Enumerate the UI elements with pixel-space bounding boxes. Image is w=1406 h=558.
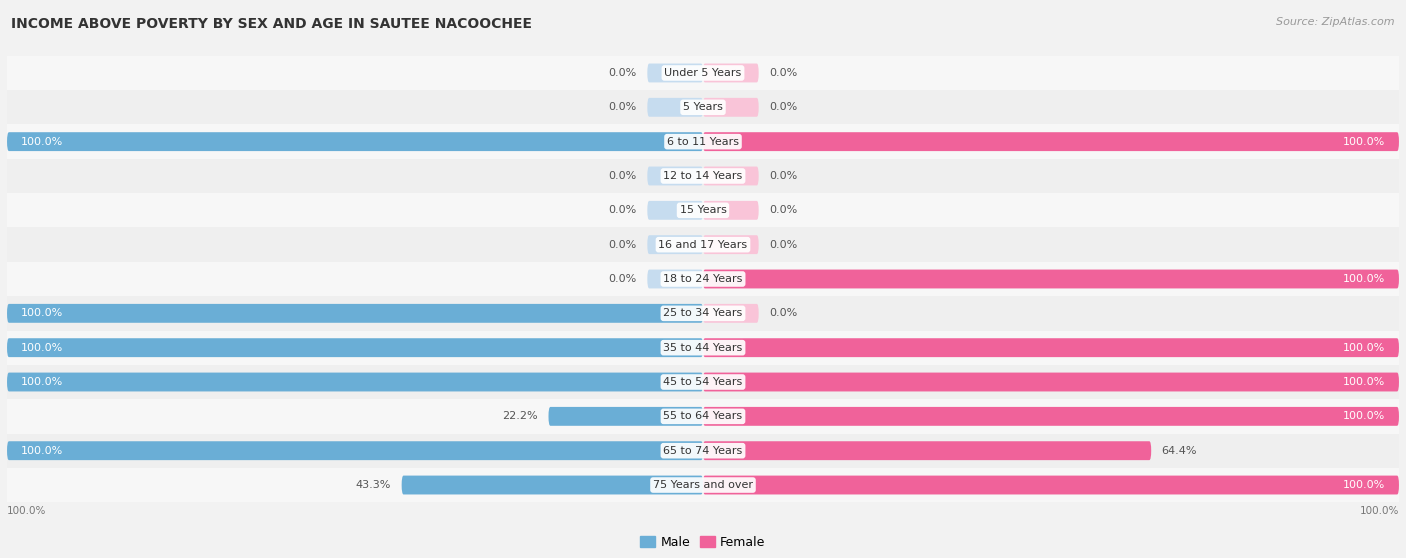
FancyBboxPatch shape [703, 373, 1399, 392]
FancyBboxPatch shape [7, 373, 703, 392]
FancyBboxPatch shape [647, 270, 703, 288]
Text: 16 and 17 Years: 16 and 17 Years [658, 240, 748, 249]
Text: 0.0%: 0.0% [609, 171, 637, 181]
Bar [7, 262, 1399, 296]
Text: 100.0%: 100.0% [1343, 137, 1385, 147]
FancyBboxPatch shape [703, 201, 759, 220]
FancyBboxPatch shape [647, 166, 703, 185]
Text: 100.0%: 100.0% [21, 446, 63, 456]
FancyBboxPatch shape [647, 235, 703, 254]
Bar [7, 296, 1399, 330]
Text: 100.0%: 100.0% [21, 343, 63, 353]
Bar [7, 468, 1399, 502]
Text: 65 to 74 Years: 65 to 74 Years [664, 446, 742, 456]
Legend: Male, Female: Male, Female [636, 531, 770, 554]
FancyBboxPatch shape [703, 338, 1399, 357]
Text: 22.2%: 22.2% [502, 411, 538, 421]
Bar [7, 159, 1399, 193]
Bar [7, 434, 1399, 468]
FancyBboxPatch shape [703, 270, 1399, 288]
Text: 43.3%: 43.3% [356, 480, 391, 490]
Text: 75 Years and over: 75 Years and over [652, 480, 754, 490]
FancyBboxPatch shape [703, 475, 1399, 494]
Text: 18 to 24 Years: 18 to 24 Years [664, 274, 742, 284]
Text: 45 to 54 Years: 45 to 54 Years [664, 377, 742, 387]
Text: 100.0%: 100.0% [1343, 480, 1385, 490]
FancyBboxPatch shape [7, 304, 703, 323]
FancyBboxPatch shape [647, 201, 703, 220]
Text: 64.4%: 64.4% [1161, 446, 1197, 456]
Text: 0.0%: 0.0% [769, 102, 797, 112]
FancyBboxPatch shape [402, 475, 703, 494]
Text: 6 to 11 Years: 6 to 11 Years [666, 137, 740, 147]
Text: 35 to 44 Years: 35 to 44 Years [664, 343, 742, 353]
Text: 100.0%: 100.0% [1343, 343, 1385, 353]
Text: 100.0%: 100.0% [1343, 274, 1385, 284]
Text: 0.0%: 0.0% [609, 68, 637, 78]
FancyBboxPatch shape [703, 235, 759, 254]
FancyBboxPatch shape [647, 98, 703, 117]
Bar [7, 228, 1399, 262]
Text: 100.0%: 100.0% [21, 137, 63, 147]
Bar [7, 124, 1399, 159]
FancyBboxPatch shape [7, 338, 703, 357]
Text: 100.0%: 100.0% [1360, 506, 1399, 516]
FancyBboxPatch shape [703, 166, 759, 185]
Text: 0.0%: 0.0% [769, 68, 797, 78]
FancyBboxPatch shape [703, 441, 1152, 460]
Text: 15 Years: 15 Years [679, 205, 727, 215]
Bar [7, 193, 1399, 228]
Text: 100.0%: 100.0% [7, 506, 46, 516]
Text: 0.0%: 0.0% [769, 309, 797, 318]
Text: 5 Years: 5 Years [683, 102, 723, 112]
Text: Under 5 Years: Under 5 Years [665, 68, 741, 78]
FancyBboxPatch shape [548, 407, 703, 426]
Bar [7, 330, 1399, 365]
Text: 100.0%: 100.0% [1343, 411, 1385, 421]
Text: 0.0%: 0.0% [609, 205, 637, 215]
FancyBboxPatch shape [703, 64, 759, 83]
Text: 100.0%: 100.0% [21, 309, 63, 318]
Text: 100.0%: 100.0% [21, 377, 63, 387]
Bar [7, 90, 1399, 124]
FancyBboxPatch shape [703, 304, 759, 323]
FancyBboxPatch shape [7, 132, 703, 151]
Text: 100.0%: 100.0% [1343, 377, 1385, 387]
Text: 25 to 34 Years: 25 to 34 Years [664, 309, 742, 318]
FancyBboxPatch shape [703, 132, 1399, 151]
FancyBboxPatch shape [7, 441, 703, 460]
Bar [7, 56, 1399, 90]
FancyBboxPatch shape [703, 98, 759, 117]
Text: 0.0%: 0.0% [769, 171, 797, 181]
Bar [7, 399, 1399, 434]
Text: 0.0%: 0.0% [769, 205, 797, 215]
Bar [7, 365, 1399, 399]
Text: Source: ZipAtlas.com: Source: ZipAtlas.com [1277, 17, 1395, 27]
FancyBboxPatch shape [647, 64, 703, 83]
Text: 0.0%: 0.0% [609, 102, 637, 112]
Text: 12 to 14 Years: 12 to 14 Years [664, 171, 742, 181]
FancyBboxPatch shape [703, 407, 1399, 426]
Text: 0.0%: 0.0% [609, 274, 637, 284]
Text: 0.0%: 0.0% [609, 240, 637, 249]
Text: 55 to 64 Years: 55 to 64 Years [664, 411, 742, 421]
Text: INCOME ABOVE POVERTY BY SEX AND AGE IN SAUTEE NACOOCHEE: INCOME ABOVE POVERTY BY SEX AND AGE IN S… [11, 17, 533, 31]
Text: 0.0%: 0.0% [769, 240, 797, 249]
